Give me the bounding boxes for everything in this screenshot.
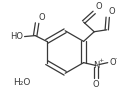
- Text: O: O: [38, 13, 45, 22]
- Text: O: O: [110, 58, 116, 67]
- Text: +: +: [98, 58, 104, 63]
- Text: O: O: [95, 2, 102, 11]
- Text: O: O: [109, 7, 115, 16]
- Text: -: -: [114, 56, 117, 61]
- Text: H₂O: H₂O: [13, 78, 30, 87]
- Text: N: N: [93, 61, 99, 70]
- Text: O: O: [93, 80, 99, 89]
- Text: HO: HO: [11, 32, 24, 41]
